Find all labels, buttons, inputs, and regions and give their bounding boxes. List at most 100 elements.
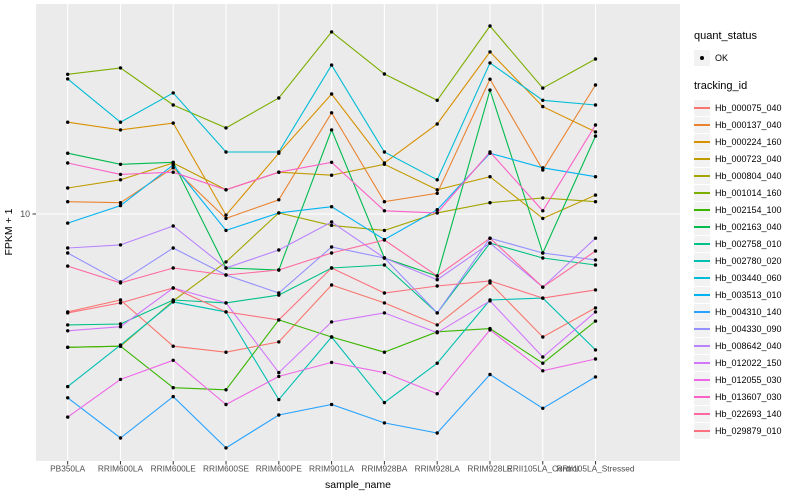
data-point: [66, 311, 70, 315]
legend-line-icon: [694, 225, 710, 228]
data-point: [488, 77, 492, 81]
legend-item: Hb_000137_040: [694, 116, 800, 133]
legend-swatch: [694, 269, 710, 286]
data-point: [435, 211, 439, 215]
data-point: [593, 288, 598, 292]
data-point: [593, 123, 598, 127]
legend-item: Hb_000075_040: [694, 99, 800, 116]
data-point: [435, 274, 439, 278]
legend-label: Hb_000075_040: [715, 102, 782, 113]
data-point: [224, 301, 228, 305]
data-point: [488, 50, 492, 54]
data-points: [66, 24, 598, 450]
data-point: [488, 24, 492, 28]
data-point: [277, 340, 281, 344]
data-point: [66, 72, 70, 77]
data-point: [593, 348, 598, 352]
data-point: [593, 319, 598, 323]
data-point: [329, 63, 334, 67]
x-tick-label: RRIM600PE: [256, 464, 303, 474]
legend-label: Hb_000723_040: [715, 153, 782, 164]
data-point: [224, 266, 228, 270]
x-tick-label: PB350LA: [50, 464, 86, 474]
legend-swatch: [694, 405, 710, 422]
legend-line-icon: [694, 174, 710, 177]
data-point: [224, 188, 228, 192]
legend-item: Hb_002780_020: [694, 252, 800, 269]
data-point: [488, 241, 492, 245]
data-point: [66, 186, 70, 190]
legend-swatch: [694, 286, 710, 303]
data-point: [171, 358, 175, 362]
data-point: [66, 264, 70, 268]
data-point: [593, 193, 598, 197]
x-tick-label: RRIM901LA: [309, 464, 355, 474]
legend-label: Hb_012055_030: [715, 374, 782, 385]
data-point: [224, 228, 228, 233]
data-point: [66, 345, 70, 349]
legend-label: Hb_000224_160: [715, 136, 782, 147]
legend-swatch: [694, 184, 710, 201]
data-point: [171, 344, 175, 348]
legend-line-icon: [694, 344, 710, 347]
legend-line-icon: [694, 106, 710, 109]
data-point: [488, 299, 492, 303]
data-point: [66, 246, 70, 250]
data-point: [382, 350, 387, 354]
data-point: [118, 243, 123, 247]
x-tick-label: RRII105LA_Control: [507, 464, 579, 474]
data-point: [382, 421, 387, 425]
data-point: [171, 91, 175, 95]
legend-item: Hb_003513_010: [694, 286, 800, 303]
plot-area: PB350LA RRIM600LA RRIM600LE RRIM600SE RRIM60…: [3, 4, 680, 491]
legend-line-icon: [694, 208, 710, 211]
data-point: [329, 402, 334, 407]
data-point: [329, 111, 334, 115]
data-point: [224, 260, 228, 264]
data-point: [488, 150, 492, 154]
data-point: [488, 88, 492, 92]
y-tick-label: 10: [20, 209, 30, 219]
legend-label-ok: OK: [715, 52, 729, 63]
legend-item: Hb_004310_140: [694, 303, 800, 320]
data-point: [593, 375, 598, 379]
data-point: [541, 256, 545, 260]
point-marker-icon: [700, 55, 704, 60]
legend-label: Hb_029879_010: [715, 425, 782, 436]
legend-swatch: [694, 371, 710, 388]
legend-line-icon: [694, 327, 710, 330]
data-point: [66, 323, 70, 327]
data-point: [435, 392, 439, 396]
data-point: [329, 335, 334, 339]
data-point: [171, 246, 175, 250]
data-point: [171, 224, 175, 228]
data-point: [171, 163, 175, 167]
legend-item: Hb_004330_090: [694, 320, 800, 337]
data-point: [224, 216, 228, 221]
data-point: [593, 134, 598, 138]
data-point: [277, 318, 281, 322]
data-point: [541, 166, 545, 170]
data-point: [382, 263, 387, 267]
data-point: [329, 223, 334, 228]
data-point: [541, 296, 545, 300]
data-point: [277, 291, 281, 295]
data-point: [171, 386, 175, 390]
data-point: [329, 220, 334, 224]
data-point: [593, 258, 598, 262]
legend-item: Hb_000224_160: [694, 133, 800, 150]
data-point: [593, 249, 598, 253]
legend-tracking-items: Hb_000075_040 Hb_000137_040 Hb_000224_160 H…: [694, 99, 800, 439]
data-point: [541, 406, 545, 410]
legend-swatch: [694, 235, 710, 252]
data-point: [66, 415, 70, 419]
legend-swatch: [694, 303, 710, 320]
legend-label: Hb_012022_150: [715, 357, 782, 368]
legend-swatch: [694, 167, 710, 184]
data-point: [224, 126, 228, 130]
data-point: [382, 200, 387, 204]
data-point: [488, 328, 492, 332]
legend-line-icon: [694, 378, 710, 381]
data-point: [171, 286, 175, 290]
data-point: [382, 370, 387, 375]
